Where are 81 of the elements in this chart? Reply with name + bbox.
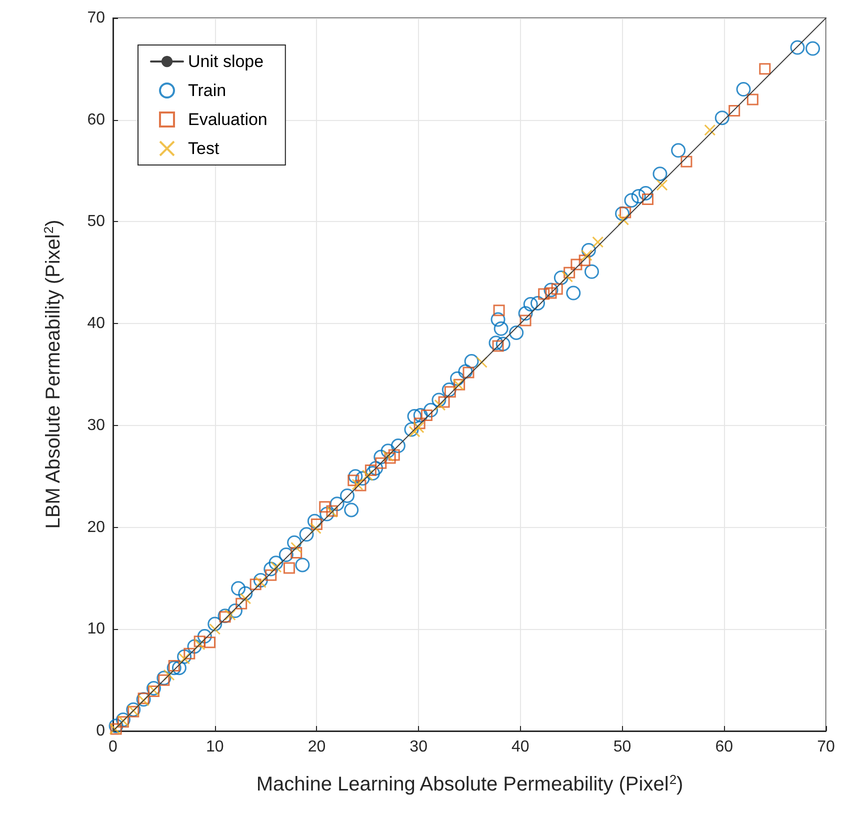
x-tick-label: 20 xyxy=(308,738,326,756)
point xyxy=(178,652,190,664)
point xyxy=(290,542,302,554)
point xyxy=(492,340,504,352)
point xyxy=(194,636,206,648)
point xyxy=(412,422,424,434)
point xyxy=(224,609,236,621)
point xyxy=(704,124,716,136)
point xyxy=(348,474,360,486)
point xyxy=(562,270,574,282)
y-tick-label: 70 xyxy=(87,10,106,26)
point xyxy=(620,206,632,218)
point xyxy=(354,480,366,492)
y-tick-label: 10 xyxy=(87,620,106,638)
y-tick-label: 60 xyxy=(87,111,106,128)
point xyxy=(420,409,432,421)
legend-label: Train xyxy=(188,81,226,100)
point xyxy=(265,569,277,581)
point xyxy=(388,449,400,461)
point xyxy=(310,518,322,530)
point xyxy=(580,250,592,262)
point xyxy=(656,179,668,191)
point xyxy=(414,418,426,430)
y-axis-title: LBM Absolute Permeability (Pixel2) xyxy=(41,220,64,529)
point xyxy=(270,561,282,573)
point xyxy=(168,660,180,672)
point xyxy=(592,236,604,248)
point xyxy=(642,194,654,206)
point xyxy=(493,304,505,316)
point xyxy=(551,283,563,295)
x-tick-label: 10 xyxy=(206,738,224,756)
x-tick-label: 0 xyxy=(108,738,118,756)
point xyxy=(194,638,206,650)
point xyxy=(520,314,532,326)
point xyxy=(254,576,266,588)
point xyxy=(618,214,630,226)
point xyxy=(209,623,221,635)
point xyxy=(352,478,364,490)
point xyxy=(310,522,322,534)
x-tick-label: 60 xyxy=(715,738,734,756)
point xyxy=(538,288,550,300)
point xyxy=(283,562,295,574)
point xyxy=(375,457,387,469)
point xyxy=(236,598,248,610)
point xyxy=(462,366,474,378)
x-tick-label: 50 xyxy=(613,738,632,756)
point xyxy=(250,578,262,590)
point xyxy=(204,636,216,648)
x-tick-label: 70 xyxy=(817,738,835,756)
point xyxy=(476,356,488,368)
point xyxy=(319,501,331,513)
point xyxy=(184,648,196,660)
point xyxy=(545,287,557,299)
x-tick-label: 30 xyxy=(410,738,428,756)
legend-label: Evaluation xyxy=(188,110,268,129)
y-tick-label: 20 xyxy=(87,518,106,536)
point xyxy=(564,266,576,278)
point xyxy=(680,156,692,168)
y-tick-label: 40 xyxy=(87,315,106,332)
point xyxy=(570,258,582,270)
point xyxy=(434,399,446,411)
point xyxy=(408,426,420,438)
point xyxy=(746,94,758,106)
point xyxy=(444,386,456,398)
legend-label: Unit slope xyxy=(188,52,264,71)
point xyxy=(290,547,302,558)
point xyxy=(438,396,450,408)
point xyxy=(163,669,175,681)
x-tick-label: 40 xyxy=(512,738,530,756)
point xyxy=(219,611,231,623)
point xyxy=(759,63,771,75)
point xyxy=(158,674,170,686)
point xyxy=(728,104,740,116)
y-tick-label: 0 xyxy=(96,722,106,740)
point xyxy=(364,464,376,476)
point xyxy=(362,470,374,482)
point xyxy=(240,592,252,604)
y-tick-label: 30 xyxy=(87,416,106,434)
y-tick-label: 50 xyxy=(87,213,106,230)
point xyxy=(578,254,590,266)
legend-label: Test xyxy=(188,139,220,158)
